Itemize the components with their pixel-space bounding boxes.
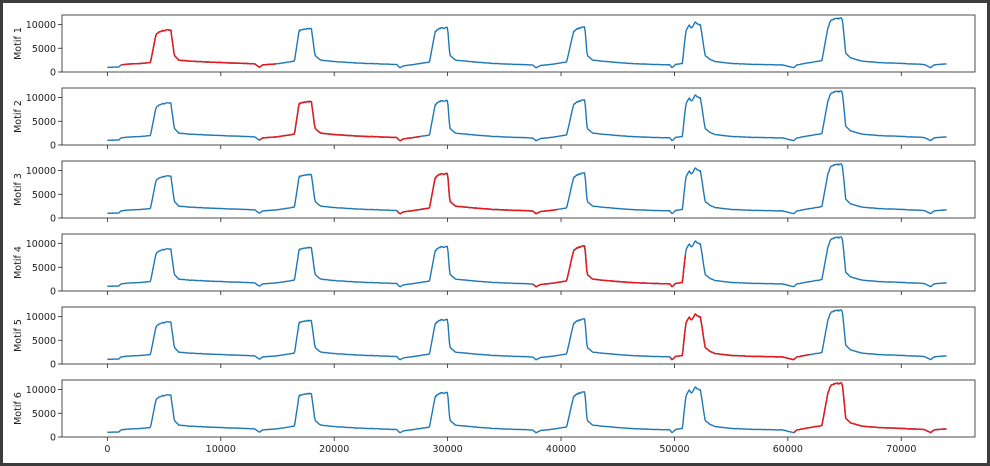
motif-highlight-line [669,313,811,361]
x-tick-label: 70000 [886,444,916,455]
y-tick-label: 0 [50,360,56,371]
x-tick-label: 60000 [773,444,803,455]
motif-highlight-line [259,100,421,142]
motif-highlight-line [793,382,947,434]
y-tick-label: 5000 [32,263,56,274]
y-tick-label: 10000 [26,312,56,323]
x-tick-label: 30000 [432,444,462,455]
x-tick-label: 0 [104,444,110,455]
y-tick-label: 5000 [32,190,56,201]
figure-frame: 0 5000 10000 Motif 1 0 5000 10000 Motif 2 0 5000 1… [3,3,987,463]
motif-highlight-line [396,172,558,215]
series-line [107,17,947,69]
panel-ylabel: Motif 2 [13,100,24,133]
axes-frame [61,233,976,292]
x-tick-label: 10000 [206,444,236,455]
x-tick-label: 50000 [659,444,689,455]
panel-ylabel: Motif 1 [13,27,24,60]
axes-frame [61,87,976,146]
y-tick-label: 0 [50,141,56,152]
series-line [107,90,947,142]
axes-frame [61,160,976,219]
panel-ylabel: Motif 6 [13,392,24,425]
y-tick-label: 10000 [26,93,56,104]
y-tick-label: 10000 [26,166,56,177]
axes-frame [61,306,976,365]
axes-frame [61,379,976,438]
x-tick-label: 40000 [546,444,576,455]
y-tick-label: 0 [50,287,56,298]
y-tick-label: 0 [50,214,56,225]
panel-ylabel: Motif 5 [13,319,24,352]
series-line [107,236,947,288]
y-tick-label: 5000 [32,117,56,128]
y-tick-label: 5000 [32,336,56,347]
motif-highlight-line [532,245,687,288]
series-line [107,163,947,215]
y-tick-label: 10000 [26,20,56,31]
x-tick-label: 20000 [319,444,349,455]
y-tick-label: 5000 [32,409,56,420]
axes-frame [61,14,976,73]
series-line [107,309,947,361]
y-tick-label: 10000 [26,239,56,250]
y-tick-label: 10000 [26,385,56,396]
y-tick-label: 0 [50,68,56,79]
y-tick-label: 0 [50,433,56,444]
panel-ylabel: Motif 3 [13,173,24,206]
motif-highlight-line [121,29,276,68]
y-tick-label: 5000 [32,44,56,55]
panel-ylabel: Motif 4 [13,246,24,279]
